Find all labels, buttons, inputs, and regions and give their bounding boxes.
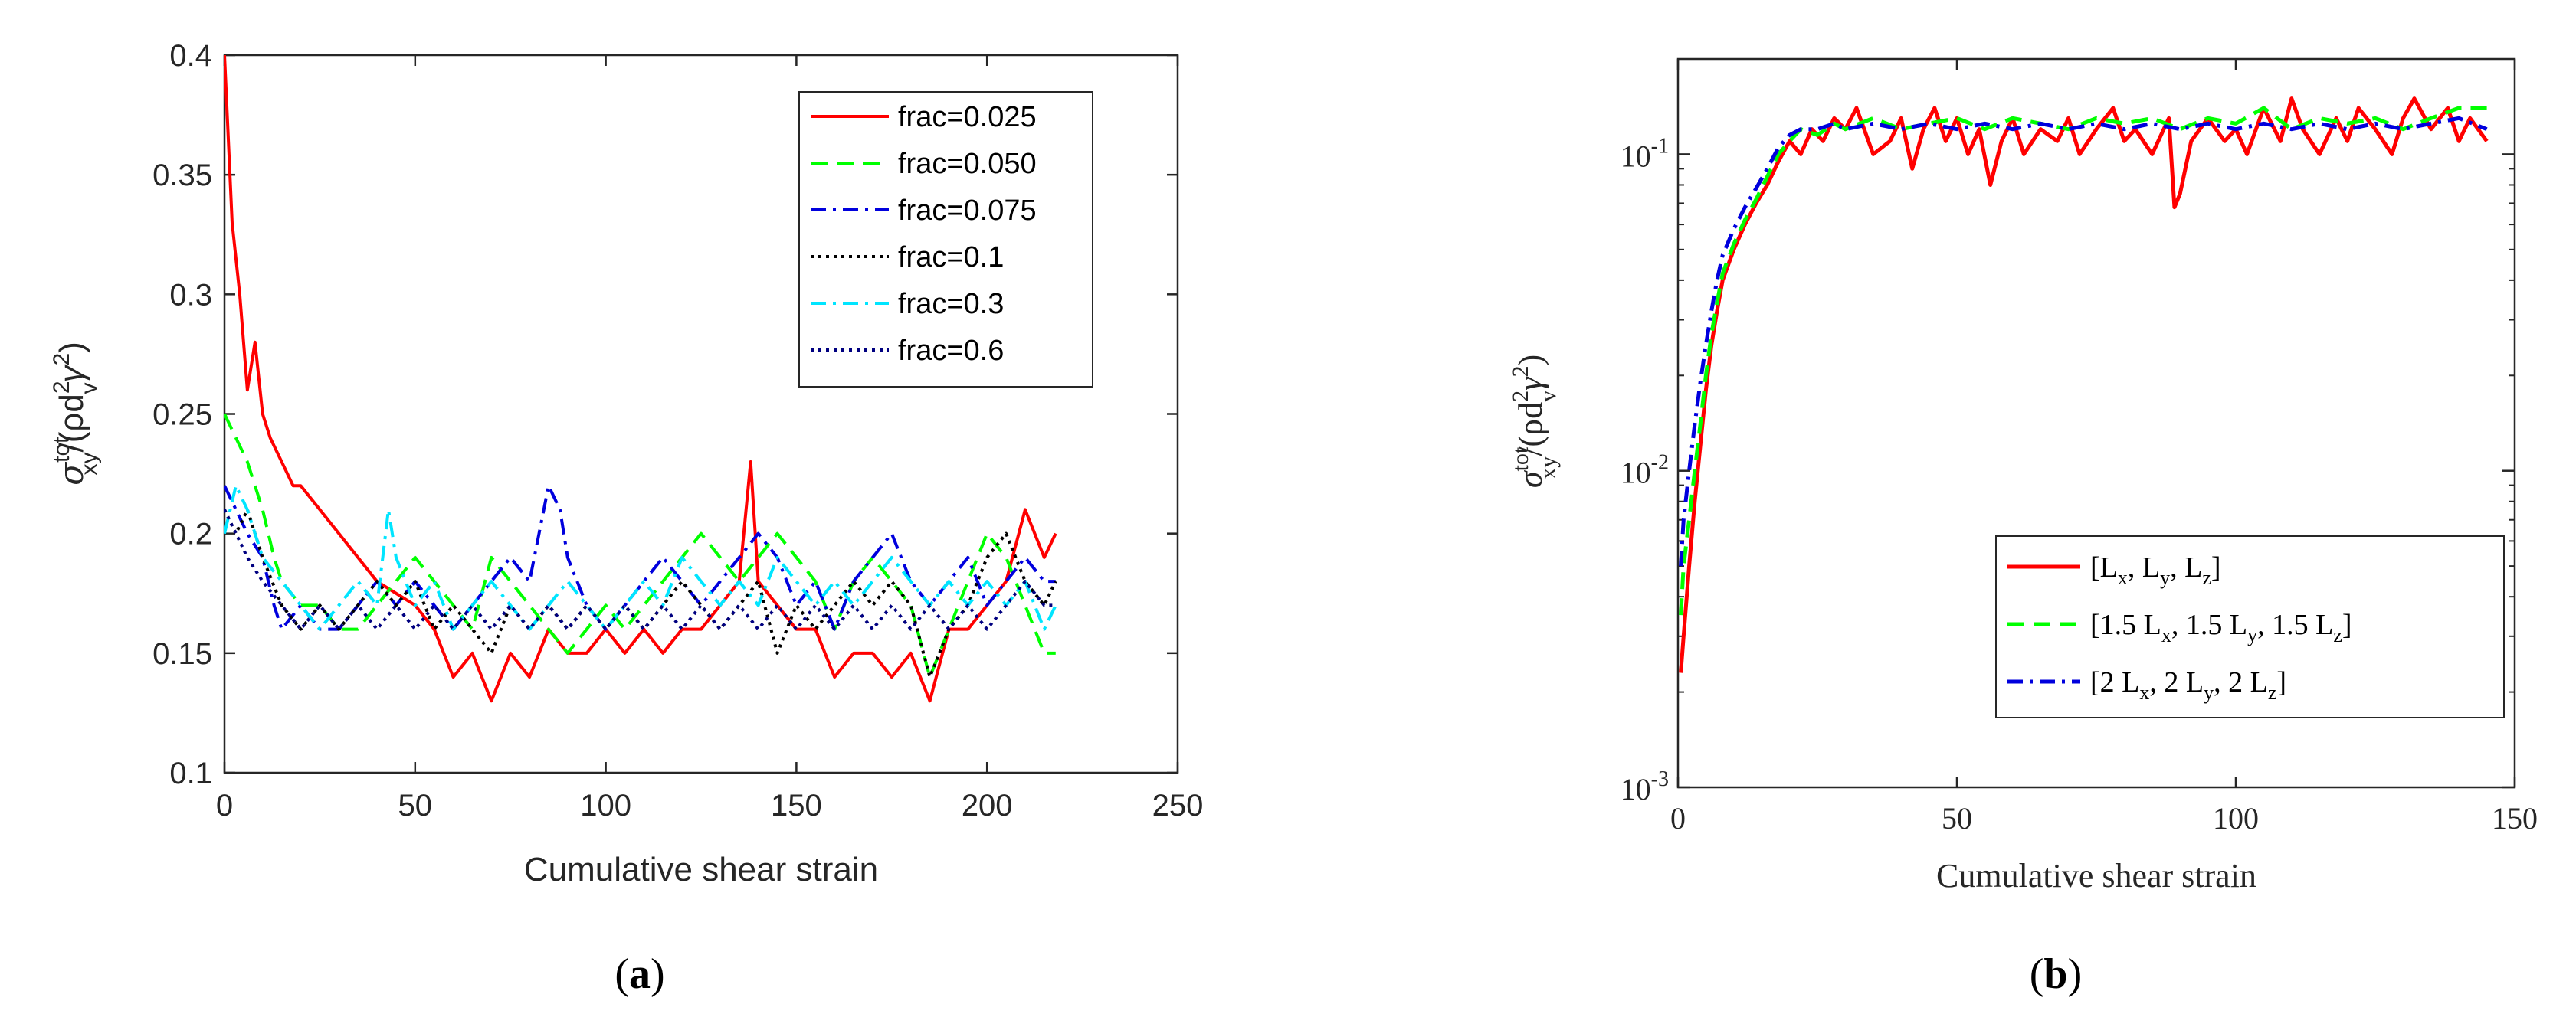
panel-a-chart: 0 50 100 150 200 2500.10.150.20.250.30.350.4 …: [49, 39, 1203, 888]
legend-subscript: z: [2268, 682, 2277, 704]
panel-a-y-tick-label: 0.2: [169, 518, 212, 551]
panel-a-y-tick-label: 0.3: [169, 278, 212, 312]
panel-a-y-tick-label: 0.15: [152, 637, 212, 671]
panel-b-y-tick-exp: -2: [1651, 451, 1669, 475]
ylabel-b-sup2: 2: [1508, 391, 1533, 402]
panel-a-legend-label: frac=0.075: [898, 195, 1037, 227]
ylabel-rest: /(ρd: [53, 394, 90, 452]
panel-b-y-axis-label: σtot xy/(ρd2 vγ2): [1508, 355, 1561, 488]
ylabel-b-close: ): [1512, 355, 1549, 366]
panel-a-y-tick-label: 0.25: [152, 398, 212, 432]
legend-text-part: , 2 L: [2214, 666, 2268, 698]
panel-a-y-tick-label: 0.1: [169, 757, 212, 790]
panel-b-x-tick-label: 100: [2213, 801, 2259, 836]
ylabel-sup: tot: [49, 437, 74, 463]
panel-b-y-tick-label: 10-3: [1621, 767, 1669, 806]
panel-b-y-tick-base: 10: [1621, 772, 1651, 806]
panel-a-legend: frac=0.025 frac=0.050 frac=0.075 frac=0.1 fr…: [798, 91, 1093, 388]
panel-a-y-tick-label: 0.4: [169, 39, 212, 73]
panel-b-legend-label: [2 Lx, 2 Ly, 2 Lz]: [2090, 666, 2286, 704]
legend-text-part: , L: [2128, 551, 2160, 584]
panel-b-y-tick-exp: -3: [1651, 767, 1669, 791]
panel-b-legend-box: [1995, 535, 2505, 718]
panel-a-x-tick-label: 250: [1152, 789, 1204, 823]
panel-b-x-tick-label: 50: [1942, 801, 1972, 836]
panel-a-y-axis-label: σtotxy/(ρd2 vγ2): [49, 342, 102, 486]
panel-a-x-tick-label: 0: [216, 789, 233, 823]
ylabel-b-rest: /(ρd: [1512, 402, 1549, 456]
panel-b-y-tick-label: 10-1: [1621, 134, 1669, 173]
ylabel-b-sup3: 2: [1508, 366, 1533, 378]
ylabel-b-sup: tot: [1508, 446, 1533, 471]
ylabel-sigma: σ: [52, 461, 91, 486]
panel-a-x-tick-label: 150: [771, 789, 822, 823]
ylabel-gamma: γ: [53, 363, 90, 382]
ylabel-sup2: 2: [49, 381, 74, 394]
ylabel-b-sub: xy: [1535, 456, 1561, 479]
legend-subscript: x: [2118, 567, 2128, 589]
panel-b-legend-label: [1.5 Lx, 1.5 Ly, 1.5 Lz]: [2090, 609, 2352, 646]
panel-a-series-line-6: [224, 509, 1056, 631]
legend-subscript: x: [2161, 624, 2171, 646]
caption-a: (a): [615, 950, 664, 998]
panel-b-y-tick-base: 10: [1621, 456, 1651, 490]
legend-subscript: y: [2160, 567, 2170, 589]
panel-a-legend-label: frac=0.050: [898, 148, 1037, 180]
legend-text-part: , 2 L: [2149, 666, 2204, 698]
panel-b-y-tick-exp: -1: [1651, 134, 1669, 158]
panel-a-x-tick-label: 100: [580, 789, 631, 823]
panel-b-y-tick-label: 10-2: [1621, 451, 1669, 490]
panel-a-legend-label: frac=0.6: [898, 335, 1004, 367]
legend-subscript: y: [2204, 682, 2214, 704]
ylabel-sup3: 2: [49, 353, 74, 366]
panel-a-legend-box: [798, 91, 1093, 388]
ylabel-sub: xy: [77, 453, 102, 476]
panel-a-legend-label: frac=0.1: [898, 241, 1004, 273]
legend-text-part: , 1.5 L: [2171, 609, 2247, 641]
legend-text-part: [L: [2090, 551, 2118, 584]
legend-text-part: [2 L: [2090, 666, 2139, 698]
legend-subscript: z: [2333, 624, 2342, 646]
panel-b-legend: [Lx, Ly, Lz][1.5 Lx, 1.5 Ly, 1.5 Lz][2 L…: [1995, 535, 2505, 718]
panel-b-legend-label: [Lx, Ly, Lz]: [2090, 551, 2221, 589]
legend-subscript: x: [2139, 682, 2149, 704]
panel-b-y-tick-base: 10: [1621, 139, 1651, 173]
legend-text-part: ]: [2211, 551, 2221, 584]
panel-a-y-tick-label: 0.35: [152, 159, 212, 192]
panel-a-x-tick-label: 200: [962, 789, 1013, 823]
ylabel-close: ): [53, 342, 90, 353]
panel-a-legend-label: frac=0.3: [898, 288, 1004, 320]
ylabel-sub2: v: [77, 382, 102, 394]
panel-a-x-tick-label: 50: [398, 789, 433, 823]
panel-a-legend-label: frac=0.025: [898, 101, 1037, 133]
ylabel-b-sigma: σ: [1512, 469, 1549, 488]
panel-b-series-line-3: [1679, 116, 2488, 567]
panel-a-series-line-5: [224, 484, 1057, 631]
legend-text-part: ]: [2342, 609, 2352, 641]
caption-b: (b): [2030, 950, 2082, 998]
legend-text-part: [1.5 L: [2090, 609, 2161, 641]
panel-a-x-axis-label: Cumulative shear strain: [524, 851, 878, 888]
legend-subscript: z: [2202, 567, 2211, 589]
ylabel-b-sub2: v: [1535, 391, 1561, 402]
panel-b-series-line-1: [1679, 96, 2489, 673]
ylabel-b-gamma: γ: [1512, 376, 1549, 391]
legend-subscript: y: [2247, 624, 2257, 646]
legend-text-part: , 1.5 L: [2257, 609, 2333, 641]
panel-b-x-axis-label: Cumulative shear strain: [1936, 857, 2256, 895]
panel-a-series-line-4: [224, 508, 1057, 679]
legend-text-part: , L: [2170, 551, 2202, 584]
panel-b-x-tick-label: 0: [1670, 801, 1686, 836]
legend-text-part: ]: [2276, 666, 2286, 698]
panel-b-x-tick-label: 150: [2492, 801, 2538, 836]
